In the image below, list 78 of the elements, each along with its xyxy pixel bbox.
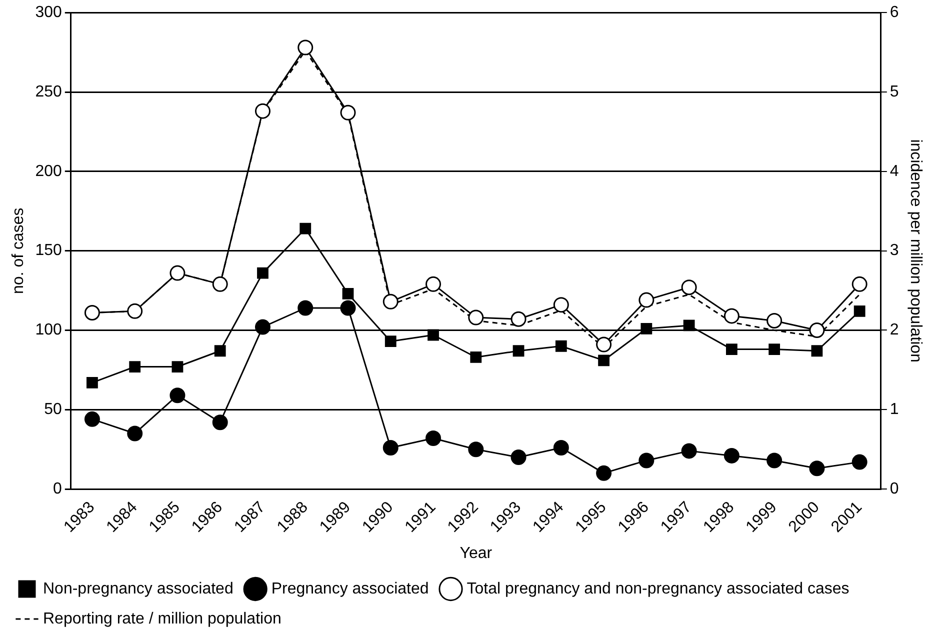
y2-tick-label: 5 — [890, 83, 899, 100]
point — [426, 430, 442, 446]
y2-tick-label: 4 — [890, 162, 899, 180]
point — [553, 440, 569, 456]
point — [340, 104, 356, 120]
y-tick-label: 0 — [52, 480, 62, 498]
point — [553, 297, 569, 313]
legend-label: Reporting rate / million population — [43, 610, 282, 628]
x-axis-title: Year — [460, 544, 493, 562]
point — [512, 345, 524, 357]
legend-label: Non-pregnancy associated — [43, 580, 234, 598]
point — [852, 276, 868, 292]
point — [766, 452, 782, 468]
point — [86, 376, 98, 388]
point — [724, 448, 740, 464]
point — [300, 222, 312, 234]
point — [468, 310, 484, 326]
y-tick-label: 250 — [35, 83, 62, 100]
point — [298, 300, 314, 316]
y2-tick-label: 3 — [890, 242, 899, 260]
point — [426, 276, 442, 292]
point — [811, 345, 823, 357]
y-tick-label: 100 — [35, 322, 62, 339]
point — [596, 336, 612, 352]
point — [84, 411, 100, 427]
y2-tick-label: 1 — [890, 401, 899, 418]
point — [681, 443, 697, 459]
point — [683, 320, 695, 332]
point — [129, 361, 141, 372]
point — [254, 103, 270, 119]
point — [298, 40, 314, 56]
point — [809, 322, 825, 338]
y2-axis-title: incidence per million population — [906, 139, 924, 362]
point — [638, 292, 654, 308]
point — [510, 450, 526, 466]
y-tick-label: 150 — [35, 242, 62, 260]
point — [766, 312, 782, 328]
y-axis-title: no. of cases — [10, 208, 28, 294]
point — [342, 288, 354, 300]
y2-tick-label: 0 — [890, 480, 899, 498]
point — [468, 442, 484, 458]
point — [809, 460, 825, 476]
point — [382, 294, 398, 310]
point — [257, 267, 268, 279]
y2-tick-label: 2 — [890, 322, 899, 339]
point — [172, 361, 184, 372]
y-tick-label: 50 — [44, 401, 62, 418]
point — [854, 305, 866, 317]
point — [127, 426, 143, 442]
point — [84, 305, 100, 321]
point — [212, 276, 228, 292]
point — [724, 308, 740, 324]
y-tick-label: 200 — [35, 162, 62, 180]
point — [127, 303, 143, 319]
point — [681, 280, 697, 296]
point — [470, 352, 482, 363]
point — [640, 322, 652, 334]
point — [170, 388, 186, 404]
point — [555, 340, 567, 352]
point — [596, 465, 612, 481]
point — [768, 344, 780, 355]
point — [254, 319, 270, 335]
point — [214, 345, 226, 357]
point — [428, 329, 439, 341]
point — [340, 300, 356, 316]
point — [212, 414, 228, 430]
point — [638, 452, 654, 468]
point — [726, 344, 738, 355]
point — [384, 336, 396, 348]
point — [510, 311, 526, 327]
legend-label: Pregnancy associated — [271, 580, 429, 598]
legend-label: Total pregnancy and non-pregnancy associated cases — [466, 580, 850, 598]
point — [852, 454, 868, 470]
point — [170, 265, 186, 281]
y2-tick-label: 6 — [890, 4, 899, 22]
point — [382, 440, 398, 456]
point — [598, 354, 610, 366]
y-tick-label: 300 — [35, 4, 62, 22]
